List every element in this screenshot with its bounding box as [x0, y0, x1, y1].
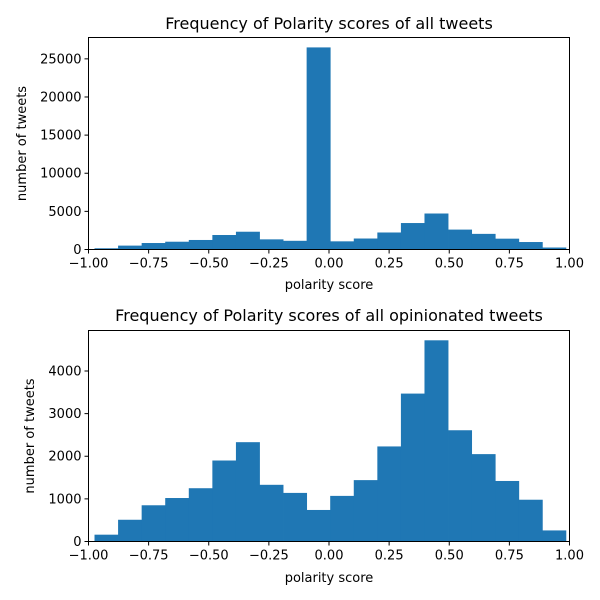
histogram-bar: [424, 213, 449, 250]
histogram-bar: [424, 340, 449, 542]
bars-group: [94, 47, 567, 250]
y-tick-label: 2000: [48, 450, 81, 465]
x-tick-label: 0.75: [495, 257, 524, 272]
y-axis-ticks: 0 5000 10000 15000 20000 25000: [40, 52, 89, 258]
histogram-bar: [94, 248, 119, 250]
histogram-bar: [353, 480, 378, 542]
histogram-bar: [283, 492, 308, 542]
y-axis-ticks: 0 1000 2000 3000 4000: [48, 364, 89, 550]
histogram-bar: [212, 235, 237, 250]
x-tick-label: 1.00: [555, 549, 584, 564]
x-tick-label: −1.00: [69, 549, 109, 564]
histogram-bar: [353, 238, 378, 250]
histogram-bar: [542, 247, 567, 250]
chart-title: Frequency of Polarity scores of all twee…: [165, 14, 493, 33]
histogram-bar: [141, 505, 166, 542]
x-axis-label: polarity score: [285, 278, 374, 293]
y-tick-label: 0: [73, 535, 81, 550]
histogram-bar: [448, 430, 473, 542]
histogram-bar: [471, 454, 496, 542]
histogram-bar: [165, 498, 190, 542]
x-tick-label: −0.25: [249, 549, 289, 564]
histogram-bar: [518, 499, 543, 542]
histogram-bar: [259, 239, 284, 250]
histogram-bar: [283, 240, 308, 250]
x-tick-label: −0.50: [189, 549, 229, 564]
x-tick-label: 0.50: [435, 549, 464, 564]
x-tick-label: −1.00: [69, 257, 109, 272]
y-tick-label: 10000: [40, 167, 81, 182]
x-tick-label: 0.75: [495, 549, 524, 564]
histogram-bar: [165, 241, 190, 250]
histogram-bar: [542, 530, 567, 542]
histogram-bar: [235, 442, 260, 542]
histogram-bar: [235, 231, 260, 250]
x-tick-label: −0.25: [249, 257, 289, 272]
histogram-bar: [495, 238, 520, 250]
histogram-bar: [471, 233, 496, 250]
y-tick-label: 25000: [40, 52, 81, 67]
y-tick-label: 4000: [48, 364, 81, 379]
histogram-bar: [377, 446, 402, 542]
x-tick-label: 0.50: [435, 257, 464, 272]
histogram-bar: [259, 484, 284, 542]
histogram-bar: [400, 223, 425, 250]
y-axis-label: number of tweets: [15, 86, 30, 201]
histogram-opinionated-tweets: Frequency of Polarity scores of all opin…: [23, 306, 584, 586]
y-axis-label: number of tweets: [23, 378, 38, 493]
histogram-bar: [141, 243, 166, 250]
y-tick-label: 3000: [48, 407, 81, 422]
x-tick-label: 0.00: [315, 257, 344, 272]
histogram-all-tweets: Frequency of Polarity scores of all twee…: [15, 14, 584, 293]
histogram-bar: [188, 239, 213, 250]
histogram-bar: [330, 495, 355, 542]
y-tick-label: 0: [73, 243, 81, 258]
x-tick-label: −0.50: [189, 257, 229, 272]
x-axis-ticks: −1.00 −0.75 −0.50 −0.25 0.00 0.25 0.50 0.75 1.00: [69, 249, 584, 272]
histogram-bar: [306, 509, 331, 542]
x-axis-ticks: −1.00 −0.75 −0.50 −0.25 0.00 0.25 0.50 0.75 1.00: [69, 541, 584, 564]
histogram-bar: [495, 480, 520, 542]
x-axis-label: polarity score: [285, 571, 374, 586]
histogram-bar: [448, 229, 473, 250]
histogram-bar: [118, 519, 143, 542]
histogram-bar: [94, 534, 119, 542]
plot-frame: [88, 330, 570, 542]
x-tick-label: 1.00: [555, 257, 584, 272]
x-tick-label: −0.75: [129, 257, 169, 272]
y-tick-label: 5000: [48, 205, 81, 220]
histogram-bar: [330, 241, 355, 250]
histogram-bar: [518, 242, 543, 250]
histogram-bar: [212, 460, 237, 542]
y-tick-label: 15000: [40, 129, 81, 144]
y-tick-label: 1000: [48, 492, 81, 507]
histogram-bar: [377, 232, 402, 250]
histogram-bar: [188, 488, 213, 542]
histogram-bar: [306, 47, 331, 250]
x-tick-label: 0.25: [375, 257, 404, 272]
histogram-bar: [118, 245, 143, 250]
chart-title: Frequency of Polarity scores of all opin…: [115, 306, 543, 325]
x-tick-label: 0.25: [375, 549, 404, 564]
y-tick-label: 20000: [40, 90, 81, 105]
x-tick-label: 0.00: [315, 549, 344, 564]
bars-group: [94, 340, 567, 542]
x-tick-label: −0.75: [129, 549, 169, 564]
histogram-bar: [400, 393, 425, 542]
plot-frame: [88, 37, 570, 250]
